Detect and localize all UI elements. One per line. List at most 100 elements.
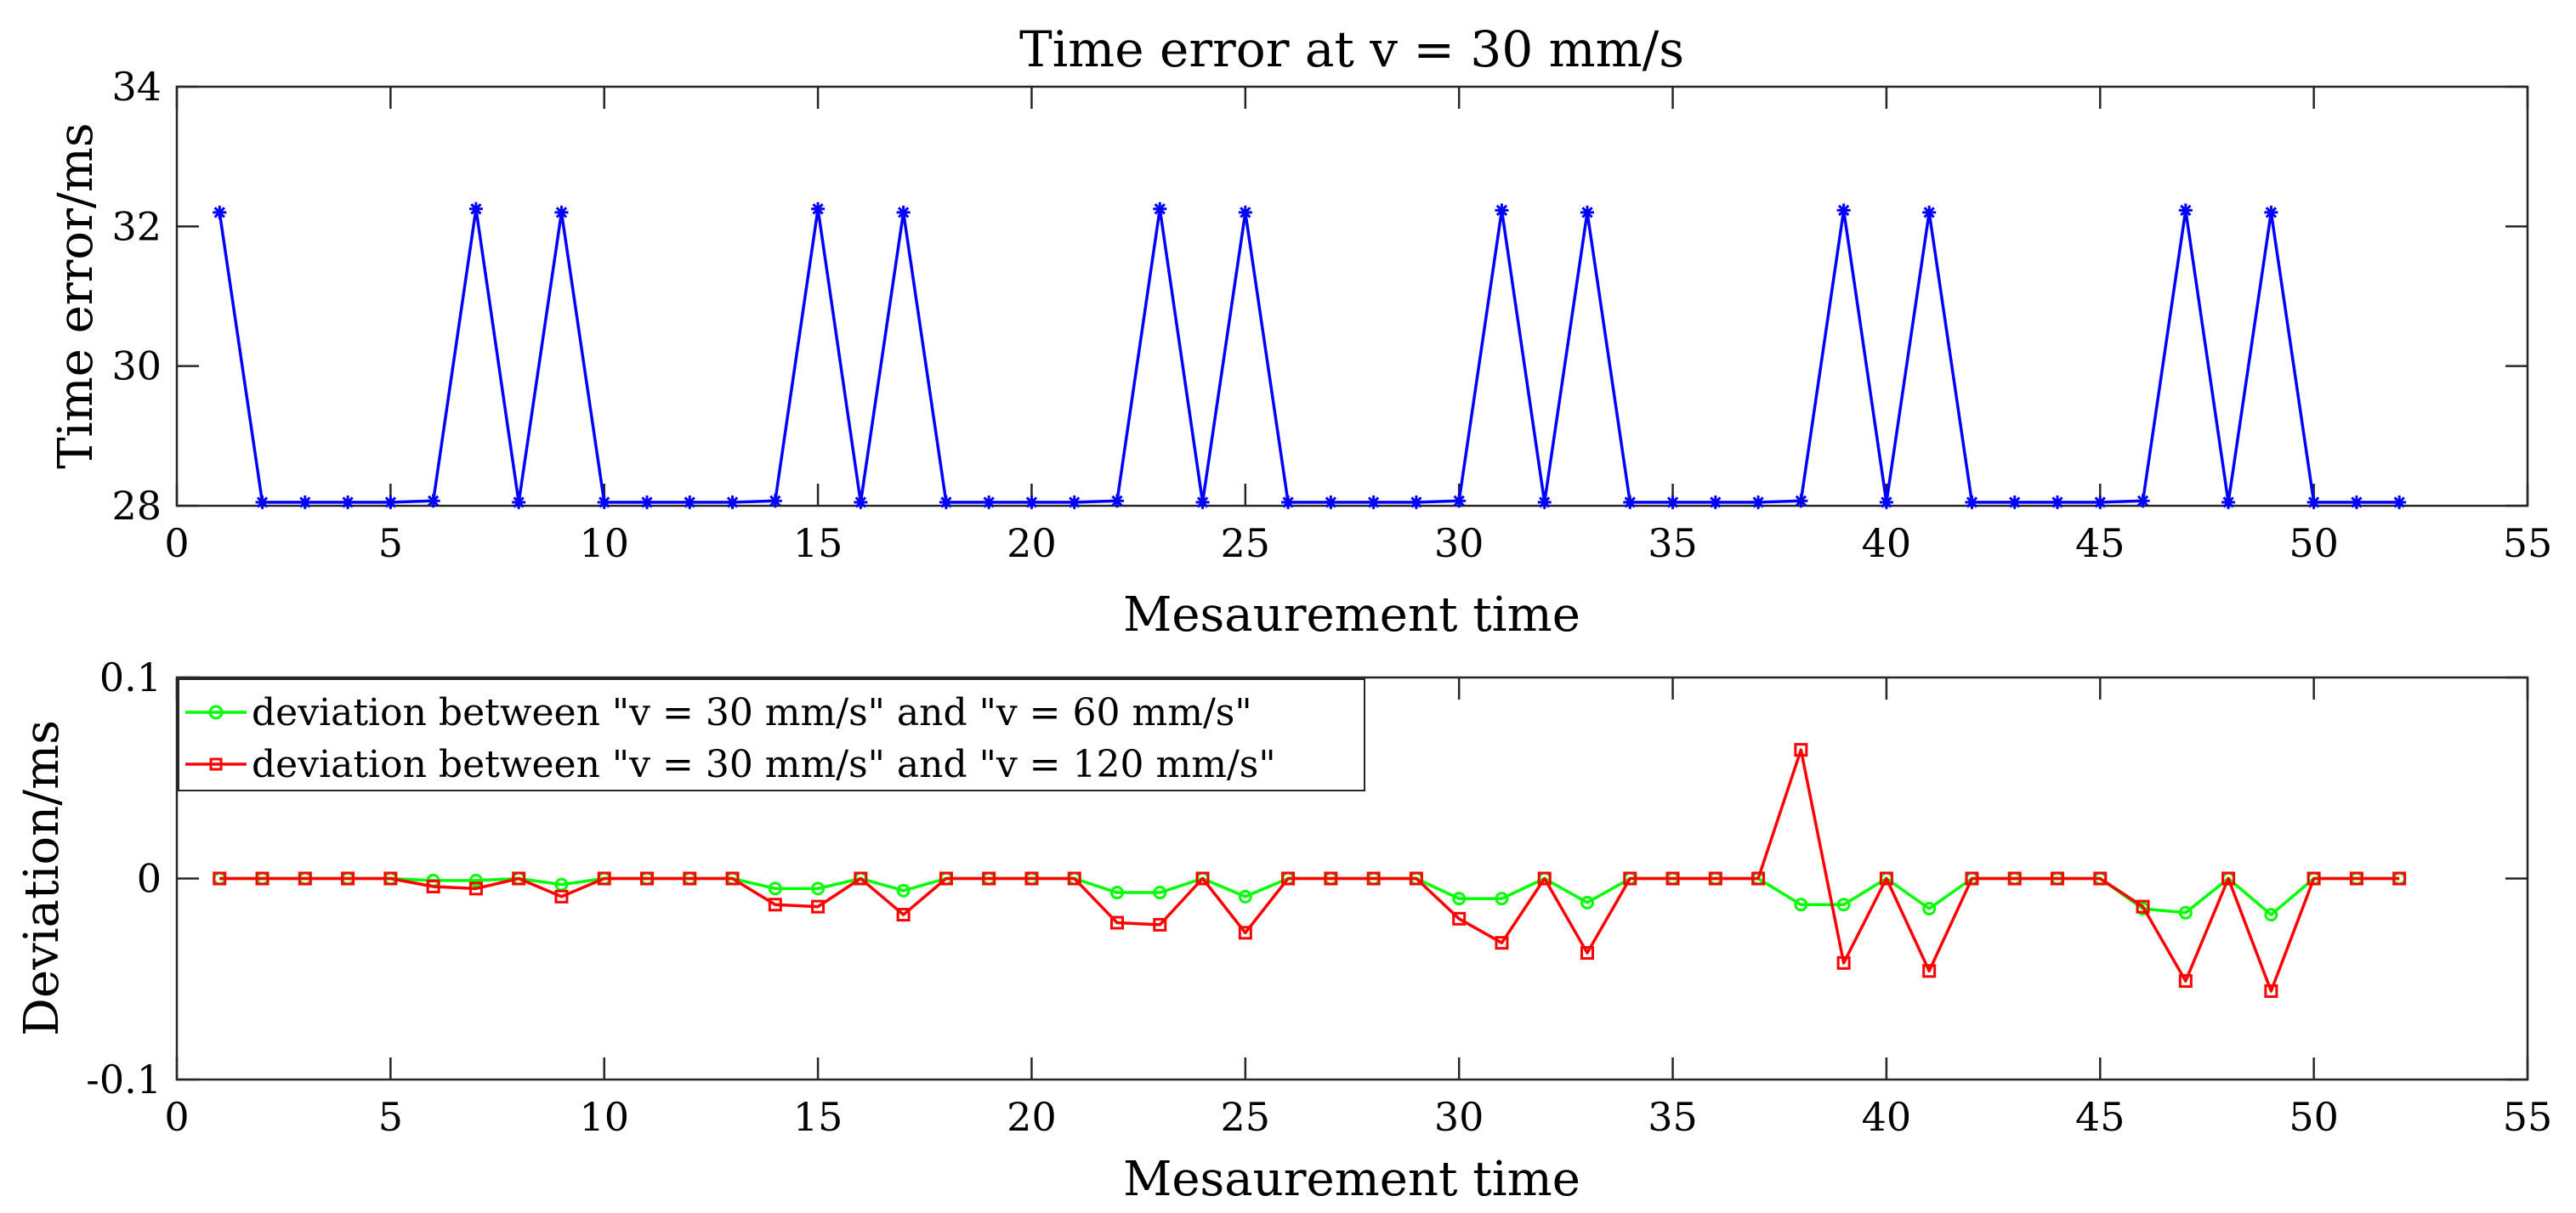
data-point <box>2349 495 2363 509</box>
data-point <box>1794 743 1808 757</box>
data-point <box>1024 495 1039 509</box>
data-point <box>2264 983 2278 998</box>
data-point <box>896 908 911 922</box>
data-point <box>1409 871 1423 886</box>
data-point <box>1110 886 1124 900</box>
x-tick-label: 40 <box>1862 1094 1912 1140</box>
x-tick-label: 45 <box>2075 1094 2125 1140</box>
data-point <box>2264 205 2278 219</box>
series-line-0 <box>218 207 2400 504</box>
x-tick-label: 20 <box>1007 1094 1057 1140</box>
data-point <box>298 871 312 886</box>
legend-marker-red <box>209 757 223 771</box>
data-point <box>2306 495 2321 509</box>
data-point <box>1067 871 1081 886</box>
top-x-axis-label: Mesaurement time <box>1123 587 1580 643</box>
data-point <box>640 495 654 509</box>
data-point <box>2007 495 2022 509</box>
data-point <box>2392 871 2407 886</box>
x-tick-label: 15 <box>793 1094 843 1140</box>
data-point <box>1922 205 1937 219</box>
x-tick-label: 10 <box>579 1094 629 1140</box>
data-point <box>1580 895 1594 910</box>
top-ticks: 0 5 10 15 20 25 30 35 40 45 50 55 28 30 32 34 <box>111 64 2552 566</box>
data-point <box>2136 899 2150 914</box>
data-point <box>554 205 569 219</box>
y-tick-label: 0.1 <box>99 655 162 700</box>
data-point <box>683 495 697 509</box>
data-point <box>982 495 996 509</box>
data-point <box>597 495 611 509</box>
data-point <box>1495 892 1509 906</box>
time-error-chart: Time error at v = 30 mm/s 0 5 10 15 20 25 30 35… <box>48 20 2552 643</box>
data-point <box>1195 871 1210 886</box>
data-point <box>2178 974 2193 989</box>
data-point <box>939 871 953 886</box>
data-point <box>512 495 526 509</box>
data-point <box>1281 871 1296 886</box>
bottom-x-axis-label: Mesaurement time <box>1123 1152 1580 1207</box>
data-point <box>854 495 868 509</box>
data-point <box>1452 911 1467 926</box>
legend: deviation between "v = 30 mm/s" and "v =… <box>178 678 1365 791</box>
data-point <box>1324 495 1338 509</box>
data-point <box>341 495 355 509</box>
bottom-series <box>213 743 2407 998</box>
data-point <box>982 871 996 886</box>
data-point <box>1794 898 1808 912</box>
data-point <box>2136 494 2150 508</box>
data-point <box>1836 955 1851 970</box>
data-point <box>1238 926 1252 940</box>
chart-title: Time error at v = 30 mm/s <box>1019 20 1684 78</box>
top-series <box>213 201 2407 509</box>
series-line-0 <box>219 876 2400 916</box>
data-point <box>1153 917 1167 932</box>
data-point <box>2221 871 2236 886</box>
legend-marker-green <box>208 705 224 720</box>
legend-box <box>178 678 1365 791</box>
data-point <box>1708 495 1722 509</box>
data-point <box>1238 205 1252 219</box>
data-point <box>1708 871 1722 886</box>
data-point <box>640 871 654 886</box>
x-tick-label: 5 <box>378 1094 403 1140</box>
data-point <box>811 899 826 914</box>
data-point <box>426 879 440 893</box>
data-point <box>2178 203 2193 218</box>
data-point <box>1195 495 1210 509</box>
data-point <box>1495 203 1509 218</box>
x-tick-label: 30 <box>1434 1094 1484 1140</box>
data-point <box>1580 205 1594 219</box>
series-line-1 <box>219 748 2400 993</box>
x-tick-label: 45 <box>2075 520 2125 566</box>
data-point <box>1452 892 1467 906</box>
data-point <box>255 495 270 509</box>
data-point <box>768 494 782 508</box>
data-point <box>939 495 953 509</box>
data-point <box>213 871 227 886</box>
data-point <box>1238 889 1252 904</box>
data-point <box>1665 495 1680 509</box>
data-point <box>1110 915 1124 930</box>
x-tick-label: 10 <box>579 520 629 566</box>
data-point <box>1537 871 1552 886</box>
deviation-chart: 0 5 10 15 20 25 30 35 40 45 50 55-0.100.1 Mesaureme… <box>14 655 2552 1207</box>
data-point <box>1366 871 1381 886</box>
data-point <box>468 881 483 896</box>
data-point <box>554 889 569 904</box>
data-point <box>383 871 398 886</box>
data-point <box>1452 494 1467 508</box>
x-tick-label: 25 <box>1221 520 1271 566</box>
data-point <box>811 201 826 216</box>
x-tick-label: 35 <box>1648 520 1698 566</box>
data-point <box>768 898 782 912</box>
data-point <box>1665 871 1680 886</box>
data-point <box>2051 495 2064 509</box>
data-point <box>255 871 270 886</box>
data-point <box>2093 871 2108 886</box>
data-point <box>1537 495 1552 509</box>
data-point <box>1965 871 1979 886</box>
data-point <box>1324 871 1338 886</box>
data-point <box>512 871 526 886</box>
x-tick-label: 35 <box>1648 1094 1698 1140</box>
